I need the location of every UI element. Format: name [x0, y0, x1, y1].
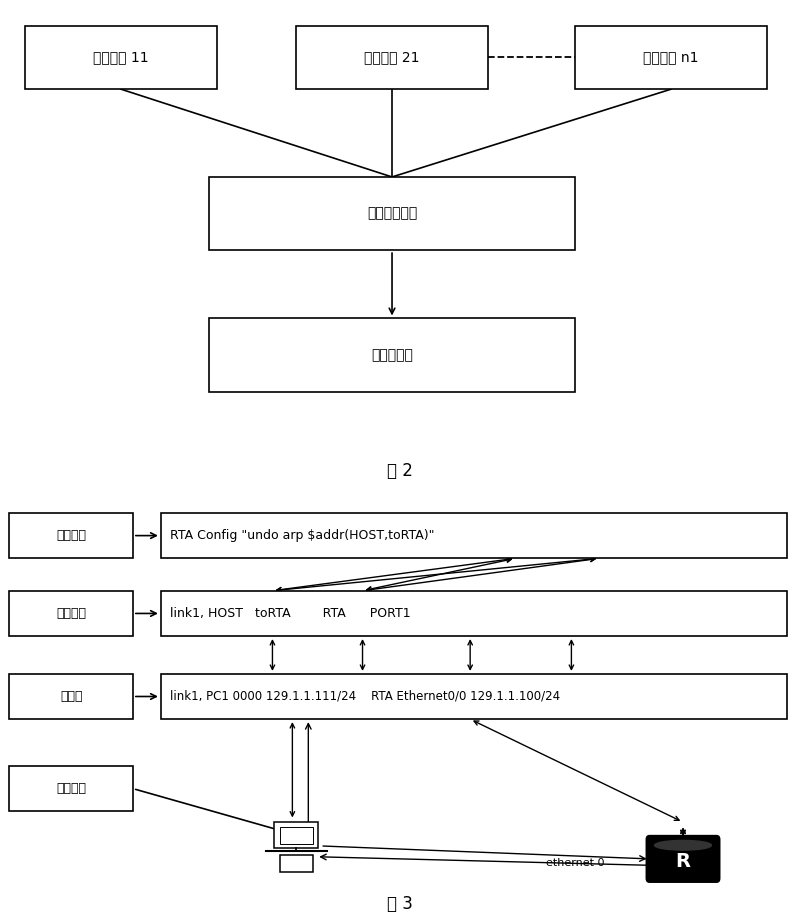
FancyBboxPatch shape: [296, 26, 488, 90]
FancyBboxPatch shape: [10, 513, 133, 558]
FancyBboxPatch shape: [161, 513, 786, 558]
Text: RTA Config "undo arp $addr(HOST,toRTA)": RTA Config "undo arp $addr(HOST,toRTA)": [170, 529, 434, 542]
FancyBboxPatch shape: [161, 591, 786, 636]
Text: link1, PC1 0000 129.1.1.111/24    RTA Ethernet0/0 129.1.1.100/24: link1, PC1 0000 129.1.1.111/24 RTA Ether…: [170, 690, 560, 703]
Text: 逻辑拓扑: 逻辑拓扑: [56, 607, 86, 620]
Ellipse shape: [654, 841, 711, 850]
Text: ethernet 0: ethernet 0: [546, 858, 605, 869]
FancyBboxPatch shape: [10, 766, 133, 811]
FancyBboxPatch shape: [280, 827, 313, 844]
Text: 图 3: 图 3: [387, 895, 413, 913]
FancyBboxPatch shape: [280, 856, 313, 872]
FancyBboxPatch shape: [575, 26, 766, 90]
Text: 图 2: 图 2: [387, 462, 413, 480]
FancyBboxPatch shape: [274, 822, 318, 848]
FancyBboxPatch shape: [10, 591, 133, 636]
FancyBboxPatch shape: [26, 26, 217, 90]
Text: 物理连接: 物理连接: [56, 782, 86, 795]
FancyBboxPatch shape: [161, 674, 786, 719]
FancyBboxPatch shape: [209, 177, 575, 250]
Text: link1, HOST   toRTA        RTA      PORT1: link1, HOST toRTA RTA PORT1: [170, 607, 411, 620]
Text: 测试用例 n1: 测试用例 n1: [643, 51, 699, 65]
Text: 测试用例 21: 测试用例 21: [364, 51, 420, 65]
Text: 测试用例 11: 测试用例 11: [93, 51, 149, 65]
FancyBboxPatch shape: [646, 834, 721, 883]
Text: 测试床文件: 测试床文件: [371, 348, 413, 362]
Text: 测试脚本: 测试脚本: [56, 529, 86, 542]
FancyBboxPatch shape: [10, 674, 133, 719]
Text: 测试床: 测试床: [60, 690, 82, 703]
Text: 逻辑拓扑文件: 逻辑拓扑文件: [367, 207, 417, 221]
FancyBboxPatch shape: [209, 318, 575, 391]
Text: R: R: [675, 852, 690, 870]
